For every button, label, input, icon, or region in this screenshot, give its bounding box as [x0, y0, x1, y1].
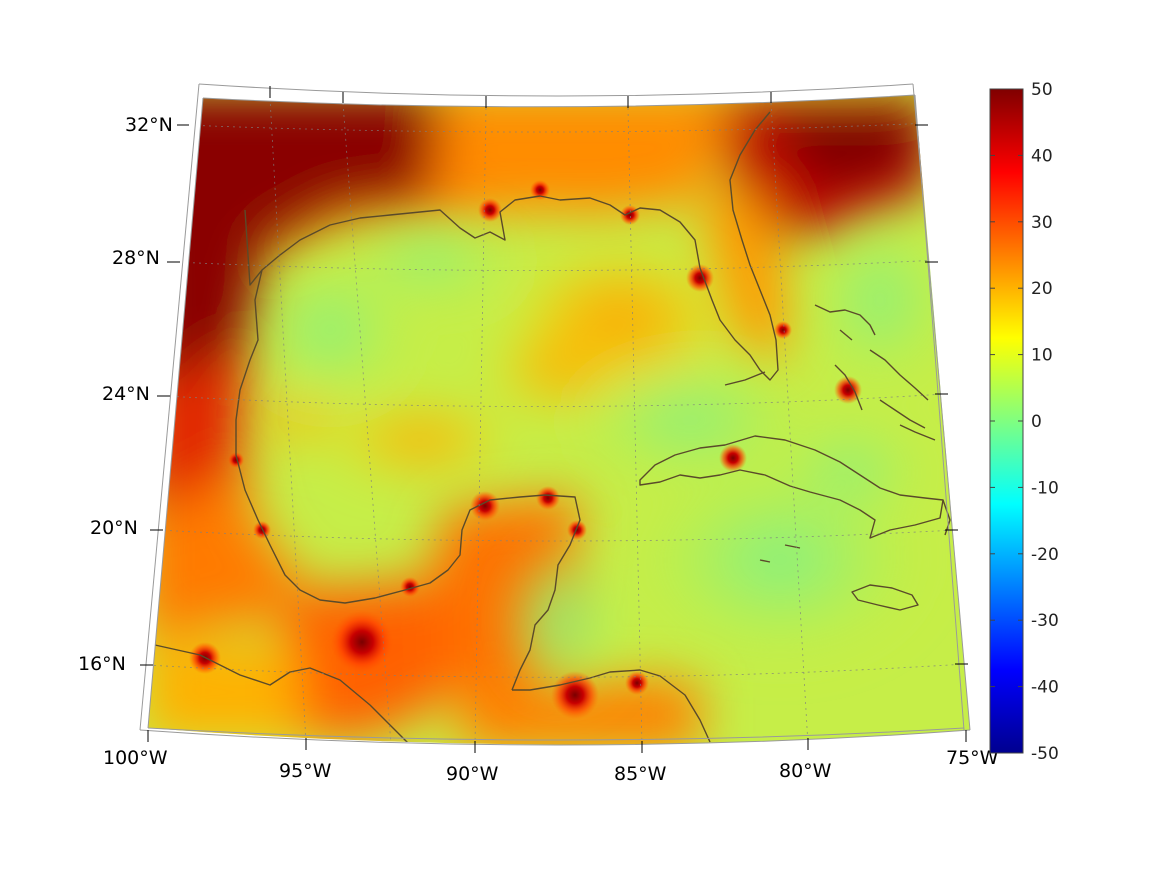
- lon-label-100w: 100°W: [103, 747, 168, 769]
- lon-label-75w: 75°W: [946, 747, 999, 769]
- lon-label-80w: 80°W: [779, 760, 832, 782]
- lon-label-90w: 90°W: [446, 763, 499, 785]
- colorbar-tick-label: -20: [1031, 545, 1059, 565]
- coastlines: [154, 111, 951, 745]
- colorbar-tick-label: -50: [1031, 744, 1059, 764]
- colorbar-tick-label: 10: [1031, 346, 1053, 366]
- map-frame: [139, 83, 971, 746]
- colorbar: 50 40 30 20 10 0 -10 -20 -30 -40 -50: [989, 80, 1059, 764]
- lat-label-28: 28°N: [112, 247, 160, 269]
- colorbar-tick-label: -30: [1031, 611, 1059, 631]
- lat-label-20: 20°N: [90, 517, 138, 539]
- lat-label-16: 16°N: [78, 653, 126, 675]
- colorbar-tick-label: -40: [1031, 678, 1059, 698]
- map-field: [148, 95, 970, 745]
- colorbar-tick-label: 20: [1031, 279, 1053, 299]
- colorbar-tick-label: -10: [1031, 478, 1059, 498]
- colorbar-ramp: [989, 88, 1024, 754]
- lon-label-95w: 95°W: [279, 760, 332, 782]
- colorbar-tick-label: 30: [1031, 213, 1053, 233]
- colorbar-tick-label: 40: [1031, 146, 1053, 166]
- colorbar-tick-label: 0: [1031, 412, 1042, 432]
- lon-label-85w: 85°W: [614, 763, 667, 785]
- lat-label-24: 24°N: [102, 383, 150, 405]
- lat-label-32: 32°N: [125, 114, 173, 136]
- colorbar-tick-label: 50: [1031, 80, 1053, 100]
